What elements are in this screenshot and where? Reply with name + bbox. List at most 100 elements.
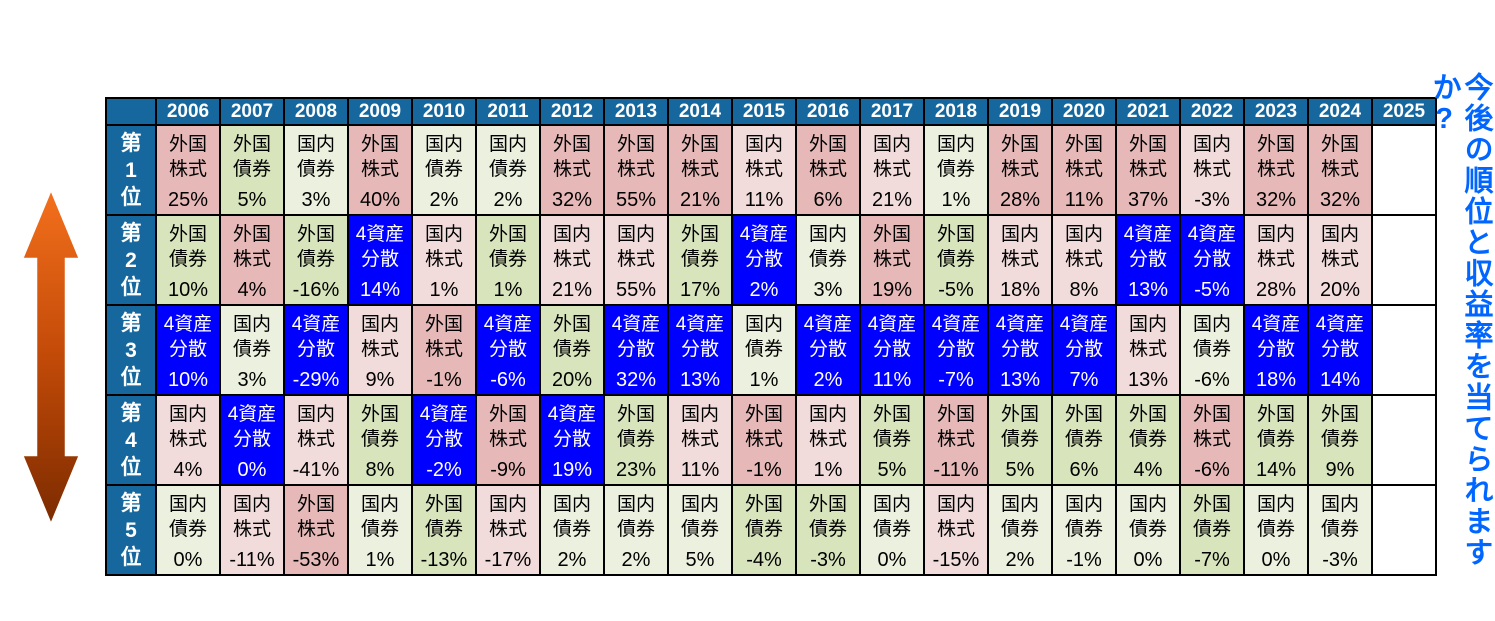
asset-return: 11% bbox=[680, 459, 720, 481]
asset-return: 13% bbox=[1127, 279, 1169, 301]
rank-cell: 外国 株式 32% bbox=[539, 124, 605, 216]
rank-cell: 外国 株式 -1% bbox=[411, 304, 477, 396]
rank-cell: 4資産 分散 13% bbox=[987, 304, 1053, 396]
asset-name: 外国 株式 bbox=[552, 134, 591, 180]
asset-return: 14% bbox=[359, 279, 401, 301]
asset-name: 外国 株式 bbox=[1256, 134, 1295, 180]
asset-name: 4資産 分散 bbox=[1059, 314, 1109, 360]
year-header: 2019 bbox=[987, 97, 1053, 126]
asset-return: 3% bbox=[301, 189, 331, 211]
asset-return: 21% bbox=[551, 279, 593, 301]
rank-cell: 4資産 分散 -29% bbox=[283, 304, 349, 396]
rank-cell: 国内 株式 -41% bbox=[283, 394, 349, 486]
rank-cell: 国内 株式 18% bbox=[987, 214, 1053, 306]
asset-name: 国内 債券 bbox=[936, 134, 975, 180]
rank-cell: 外国 株式 -9% bbox=[475, 394, 541, 486]
asset-name: 4資産 分散 bbox=[931, 314, 981, 360]
empty-future-cell bbox=[1371, 484, 1437, 576]
asset-name: 外国 株式 bbox=[1000, 134, 1039, 180]
asset-return: 5% bbox=[877, 459, 907, 481]
asset-name: 国内 債券 bbox=[232, 314, 271, 360]
asset-return: -11% bbox=[933, 459, 979, 481]
asset-name: 国内 債券 bbox=[1320, 494, 1359, 540]
asset-name: 国内 債券 bbox=[488, 134, 527, 180]
ranking-table-body: 第 1 位外国 株式 25% 外国 債券 5% 国内 債券 3% 外国 株式 40% 国内 債券… bbox=[105, 124, 1437, 576]
asset-name: 国内 債券 bbox=[1064, 494, 1103, 540]
asset-return: 13% bbox=[679, 369, 721, 391]
year-header: 2007 bbox=[219, 97, 285, 126]
asset-name: 外国 債券 bbox=[1128, 404, 1167, 450]
rank-cell: 外国 株式 37% bbox=[1115, 124, 1181, 216]
asset-name: 外国 債券 bbox=[616, 404, 655, 450]
asset-return: -3% bbox=[810, 549, 846, 571]
rank-cell: 外国 株式 -11% bbox=[923, 394, 989, 486]
asset-name: 国内 株式 bbox=[1256, 224, 1295, 270]
asset-return: 20% bbox=[551, 369, 593, 391]
asset-return: 19% bbox=[871, 279, 913, 301]
asset-name: 4資産 分散 bbox=[867, 314, 917, 360]
rank-cell: 国内 債券 1% bbox=[731, 304, 797, 396]
asset-name: 4資産 分散 bbox=[547, 404, 597, 450]
rank-cell: 外国 株式 21% bbox=[667, 124, 733, 216]
rank-cell: 4資産 分散 0% bbox=[219, 394, 285, 486]
asset-name: 国内 株式 bbox=[872, 134, 911, 180]
rank-cell: 国内 債券 3% bbox=[283, 124, 349, 216]
asset-name: 外国 債券 bbox=[1064, 404, 1103, 450]
rank-cell: 国内 株式 1% bbox=[411, 214, 477, 306]
asset-return: 55% bbox=[615, 279, 657, 301]
asset-name: 国内 株式 bbox=[232, 494, 271, 540]
asset-return: 21% bbox=[871, 189, 913, 211]
asset-return: -16% bbox=[292, 279, 340, 301]
rank-cell: 国内 債券 -3% bbox=[1307, 484, 1373, 576]
asset-name: 4資産 分散 bbox=[1123, 224, 1173, 270]
asset-return: 25% bbox=[167, 189, 209, 211]
rank-cell: 国内 株式 55% bbox=[603, 214, 669, 306]
rank-cell: 国内 株式 21% bbox=[859, 124, 925, 216]
asset-name: 外国 債券 bbox=[360, 404, 399, 450]
rank-cell: 国内 株式 20% bbox=[1307, 214, 1373, 306]
asset-return: 2% bbox=[493, 189, 523, 211]
asset-name: 4資産 分散 bbox=[163, 314, 213, 360]
ranking-table: 2006 2007 2008 2009 2010 2011 2012 2013 2014 2015… bbox=[105, 97, 1437, 576]
side-note-vertical-text: 今後の順位と収益率を当てられますか? bbox=[1428, 72, 1492, 568]
asset-return: 23% bbox=[615, 459, 657, 481]
asset-name: 外国 債券 bbox=[808, 494, 847, 540]
asset-name: 4資産 分散 bbox=[739, 224, 789, 270]
year-header: 2016 bbox=[795, 97, 861, 126]
asset-name: 外国 株式 bbox=[680, 134, 719, 180]
asset-return: 21% bbox=[679, 189, 721, 211]
asset-return: 20% bbox=[1319, 279, 1361, 301]
asset-name: 外国 債券 bbox=[488, 224, 527, 270]
asset-return: 37% bbox=[1127, 189, 1169, 211]
rank-row: 第 1 位外国 株式 25% 外国 債券 5% 国内 債券 3% 外国 株式 40% 国内 債券… bbox=[105, 124, 1437, 216]
asset-return: 5% bbox=[237, 189, 267, 211]
asset-name: 外国 債券 bbox=[680, 224, 719, 270]
asset-name: 4資産 分散 bbox=[611, 314, 661, 360]
rank-cell: 国内 債券 0% bbox=[1243, 484, 1309, 576]
asset-name: 外国 株式 bbox=[360, 134, 399, 180]
asset-return: -1% bbox=[1066, 549, 1102, 571]
asset-name: 国内 株式 bbox=[296, 404, 335, 450]
asset-return: -11% bbox=[229, 549, 275, 571]
year-header: 2014 bbox=[667, 97, 733, 126]
asset-name: 外国 債券 bbox=[296, 224, 335, 270]
asset-name: 国内 債券 bbox=[552, 494, 591, 540]
rank-cell: 4資産 分散 18% bbox=[1243, 304, 1309, 396]
asset-name: 国内 債券 bbox=[1128, 494, 1167, 540]
asset-return: 0% bbox=[1133, 549, 1163, 571]
asset-name: 外国 債券 bbox=[552, 314, 591, 360]
rank-cell: 4資産 分散 2% bbox=[731, 214, 797, 306]
asset-name: 外国 債券 bbox=[1320, 404, 1359, 450]
rank-cell: 国内 株式 13% bbox=[1115, 304, 1181, 396]
asset-return: 11% bbox=[872, 369, 912, 391]
asset-return: -15% bbox=[932, 549, 980, 571]
rank-cell: 外国 株式 -6% bbox=[1179, 394, 1245, 486]
asset-name: 外国 債券 bbox=[424, 494, 463, 540]
rank-cell: 外国 株式 6% bbox=[795, 124, 861, 216]
asset-return: 5% bbox=[685, 549, 715, 571]
asset-name: 国内 債券 bbox=[1000, 494, 1039, 540]
asset-name: 4資産 分散 bbox=[227, 404, 277, 450]
asset-return: -6% bbox=[490, 369, 526, 391]
year-header: 2009 bbox=[347, 97, 413, 126]
